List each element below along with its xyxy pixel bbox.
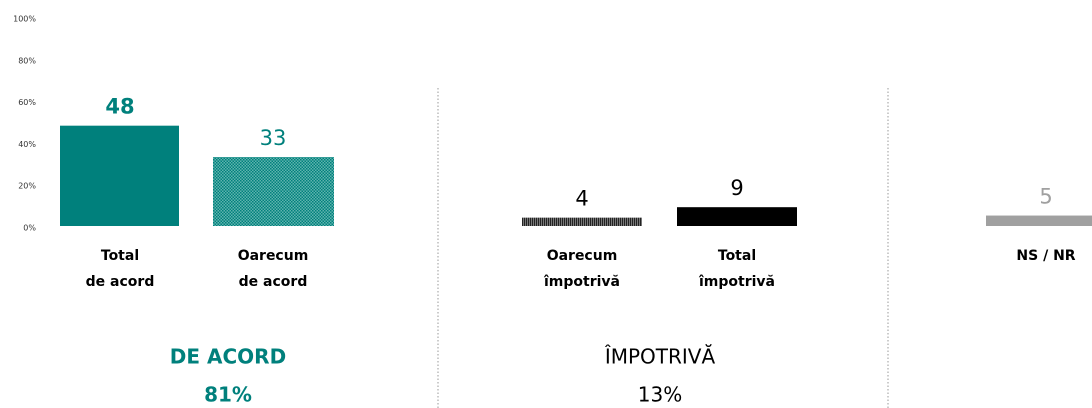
value-label: 5: [1039, 185, 1052, 209]
value-label: 4: [575, 187, 588, 211]
x-tick-label: Oarecum de acord: [238, 248, 309, 290]
value-label: 9: [730, 176, 743, 200]
bar: [522, 217, 642, 226]
bar: [986, 215, 1092, 226]
y-tick-label: 20%: [18, 182, 36, 191]
group-total: 13%: [638, 383, 682, 407]
group-label: ÎMPOTRIVĂ: [604, 345, 716, 369]
y-tick-label: 0%: [23, 224, 36, 233]
y-tick-label: 80%: [18, 56, 36, 65]
group-label: DE ACORD: [170, 345, 286, 369]
value-label: 33: [260, 126, 287, 150]
x-tick-label: Total împotrivă: [698, 248, 775, 290]
x-tick-label: NS / NR: [1016, 248, 1075, 264]
bar: [60, 125, 179, 226]
y-tick-label: 60%: [18, 98, 36, 107]
x-tick-label: Oarecum împotrivă: [543, 248, 620, 290]
value-label: 48: [105, 95, 134, 119]
bar: [213, 157, 334, 226]
x-tick-label: Total de acord: [86, 248, 155, 290]
group-total: 81%: [204, 383, 252, 407]
y-tick-label: 100%: [13, 15, 36, 24]
y-tick-label: 40%: [18, 140, 36, 149]
bar: [677, 207, 797, 226]
